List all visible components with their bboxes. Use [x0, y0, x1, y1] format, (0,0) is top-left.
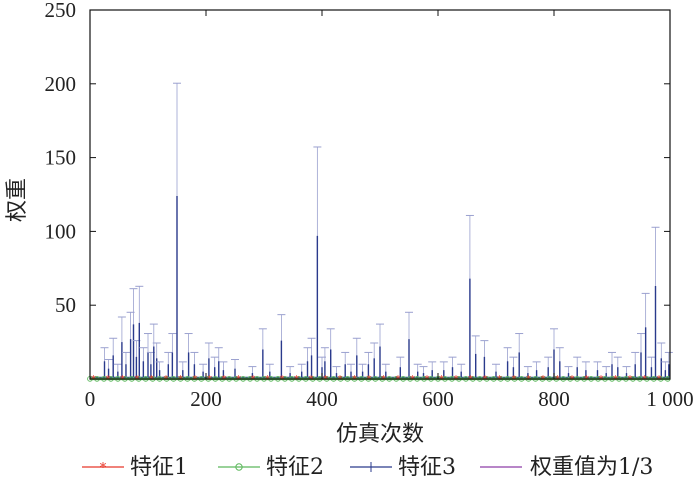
series-feature1-marker: *	[207, 375, 212, 386]
series-feature1-marker: *	[294, 375, 299, 386]
series-feature1-marker: *	[482, 375, 487, 386]
series-feature1-marker: *	[569, 375, 574, 386]
series-feature1-marker: *	[192, 375, 197, 386]
legend-label: 特征1	[130, 455, 188, 480]
series-feature1-marker: *	[555, 375, 560, 386]
y-tick-label: 150	[45, 146, 77, 170]
legend-circle-marker	[235, 463, 243, 471]
series-feature1-marker: *	[221, 375, 226, 386]
series-feature1-marker: *	[526, 375, 531, 386]
chart-legend: * 特征1 特征2 特征3 权重值为1/3	[82, 455, 653, 480]
series-feature1-marker: *	[163, 375, 168, 386]
x-tick-label: 1 000	[646, 387, 693, 411]
axis-ticks	[89, 9, 671, 379]
legend-entry: * 特征1	[82, 455, 188, 480]
y-tick-label: 250	[45, 0, 77, 22]
series-feature1-marker: *	[424, 375, 429, 386]
series-feature1-marker: *	[468, 375, 473, 386]
series-feature1-marker: *	[236, 375, 241, 386]
series-feature1-marker: *	[627, 375, 632, 386]
series-feature1-marker: *	[134, 375, 139, 386]
series-feature1-marker: *	[178, 375, 183, 386]
series-feature1-marker: *	[308, 375, 313, 386]
series-feature1-marker: *	[149, 375, 154, 386]
x-tick-label: 800	[538, 387, 570, 411]
y-tick-label: 100	[45, 219, 77, 243]
y-axis-title: 权重	[5, 178, 30, 222]
series-feature1-marker: *	[511, 375, 516, 386]
axis-tick-labels: 0 200 400 600 800 1 000 50 100 150 200 250	[45, 0, 694, 411]
series-feature1-marker: *	[497, 375, 502, 386]
legend-star-marker: *	[100, 461, 107, 476]
x-tick-label: 400	[306, 387, 338, 411]
series-feature1-marker: *	[540, 375, 545, 386]
series-feature1-marker: *	[598, 375, 603, 386]
legend-entry: 特征2	[218, 455, 324, 480]
series-feature1-marker: *	[337, 375, 342, 386]
series-feature1-marker: *	[439, 375, 444, 386]
series-feature1-marker: *	[250, 375, 255, 386]
series-feature1-marker: *	[410, 375, 415, 386]
x-axis-title: 仿真次数	[336, 422, 424, 447]
series-feature1-marker: *	[584, 375, 589, 386]
legend-label: 权重值为1/3	[530, 455, 653, 480]
y-tick-label: 200	[45, 72, 77, 96]
legend-label: 特征3	[398, 455, 456, 480]
series-feature1-marker: *	[265, 375, 270, 386]
series-feature1-marker: *	[279, 375, 284, 386]
series-feature1-marker: *	[352, 375, 357, 386]
y-tick-label: 50	[55, 293, 76, 317]
series-feature1-marker: *	[656, 375, 661, 386]
series-feature1-marker: *	[105, 375, 110, 386]
series-feature1-marker: *	[381, 375, 386, 386]
series-feature1-marker: *	[323, 375, 328, 386]
legend-label: 特征2	[266, 455, 324, 480]
x-tick-label: 200	[190, 387, 222, 411]
legend-entry: 特征3	[350, 455, 456, 480]
series-feature1-marker: *	[91, 375, 96, 386]
series-feature1-marker: *	[642, 375, 647, 386]
series-feature1-marker: *	[120, 375, 125, 386]
series-feature1-marker: *	[366, 375, 371, 386]
legend-entry: 权重值为1/3	[480, 455, 653, 480]
series-feature1-marker: *	[613, 375, 618, 386]
series-feature1-marker: *	[395, 375, 400, 386]
x-tick-label: 0	[85, 387, 96, 411]
x-tick-label: 600	[422, 387, 454, 411]
plot-frame	[89, 9, 671, 380]
series-feature1-marker: *	[453, 375, 458, 386]
